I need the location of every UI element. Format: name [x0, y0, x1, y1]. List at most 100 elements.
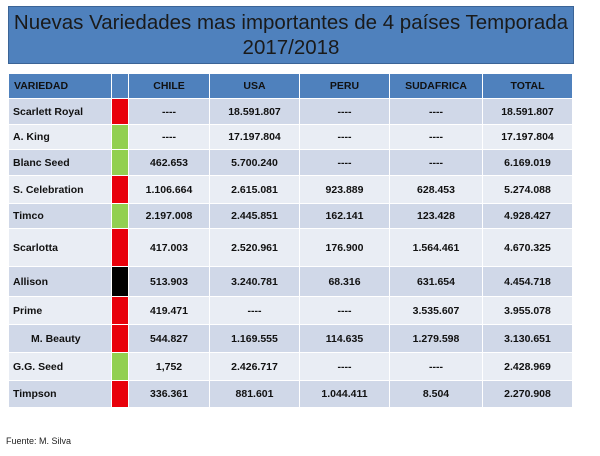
header-sudafrica: SUDAFRICA	[389, 73, 483, 99]
table-row: Prime 419.471 ---- ---- 3.535.607 3.955.078	[8, 296, 573, 325]
cell-total: 2.270.908	[482, 380, 573, 408]
cell-sudafrica: 631.654	[389, 266, 483, 297]
cell-peru: 162.141	[299, 203, 390, 229]
cell-usa: 2.426.717	[209, 352, 300, 381]
header-total: TOTAL	[482, 73, 573, 99]
header-row: VARIEDAD CHILE USA PERU SUDAFRICA TOTAL	[8, 73, 573, 99]
variety-name: Scarlotta	[8, 228, 112, 267]
cell-peru: ----	[299, 296, 390, 325]
cell-peru: 176.900	[299, 228, 390, 267]
color-swatch	[111, 352, 129, 381]
cell-total: 3.955.078	[482, 296, 573, 325]
variety-name: M. Beauty	[8, 324, 112, 353]
cell-peru: ----	[299, 124, 390, 150]
cell-usa: 2.520.961	[209, 228, 300, 267]
color-swatch	[111, 149, 129, 176]
cell-usa: 17.197.804	[209, 124, 300, 150]
cell-usa: ----	[209, 296, 300, 325]
variety-name: G.G. Seed	[8, 352, 112, 381]
cell-chile: 336.361	[128, 380, 210, 408]
cell-sudafrica: 628.453	[389, 175, 483, 204]
variety-name: Prime	[8, 296, 112, 325]
cell-peru: 1.044.411	[299, 380, 390, 408]
header-usa: USA	[209, 73, 300, 99]
cell-total: 4.670.325	[482, 228, 573, 267]
cell-chile: 544.827	[128, 324, 210, 353]
cell-chile: 419.471	[128, 296, 210, 325]
table-row: Allison 513.903 3.240.781 68.316 631.654 4.45…	[8, 266, 573, 297]
cell-usa: 1.169.555	[209, 324, 300, 353]
color-swatch	[111, 266, 129, 297]
cell-usa: 3.240.781	[209, 266, 300, 297]
table-row: S. Celebration 1.106.664 2.615.081 923.889 6…	[8, 175, 573, 204]
variety-name: Allison	[8, 266, 112, 297]
table-row: A. King ---- 17.197.804 ---- ---- 17.197.804	[8, 124, 573, 150]
source-note: Fuente: M. Silva	[6, 436, 72, 446]
variety-name: S. Celebration	[8, 175, 112, 204]
cell-total: 4.454.718	[482, 266, 573, 297]
table-row: Scarlett Royal ---- 18.591.807 ---- ---- 18.5…	[8, 98, 573, 125]
title-banner: Nuevas Variedades mas importantes de 4 p…	[8, 6, 574, 64]
cell-usa: 2.615.081	[209, 175, 300, 204]
header-peru: PERU	[299, 73, 390, 99]
header-color	[111, 73, 129, 99]
cell-chile: ----	[128, 124, 210, 150]
cell-sudafrica: ----	[389, 352, 483, 381]
table-row: G.G. Seed 1,752 2.426.717 ---- ---- 2.428.969	[8, 352, 573, 381]
cell-chile: 513.903	[128, 266, 210, 297]
title-line-2: 2017/2018	[242, 36, 340, 59]
cell-chile: 1.106.664	[128, 175, 210, 204]
table-row: Timco 2.197.008 2.445.851 162.141 123.428 4.9…	[8, 203, 573, 229]
title-line-1: Nuevas Variedades mas importantes de 4 p…	[13, 11, 569, 34]
cell-peru: 68.316	[299, 266, 390, 297]
variety-name: A. King	[8, 124, 112, 150]
color-swatch	[111, 324, 129, 353]
cell-total: 4.928.427	[482, 203, 573, 229]
cell-peru: 114.635	[299, 324, 390, 353]
cell-chile: 2.197.008	[128, 203, 210, 229]
variety-name: Blanc Seed	[8, 149, 112, 176]
cell-chile: 462.653	[128, 149, 210, 176]
cell-sudafrica: 1.564.461	[389, 228, 483, 267]
cell-usa: 2.445.851	[209, 203, 300, 229]
cell-sudafrica: 123.428	[389, 203, 483, 229]
cell-chile: 417.003	[128, 228, 210, 267]
cell-sudafrica: ----	[389, 149, 483, 176]
color-swatch	[111, 228, 129, 267]
cell-sudafrica: 1.279.598	[389, 324, 483, 353]
cell-total: 6.169.019	[482, 149, 573, 176]
variety-name: Timco	[8, 203, 112, 229]
cell-sudafrica: ----	[389, 98, 483, 125]
varieties-table: VARIEDAD CHILE USA PERU SUDAFRICA TOTAL …	[8, 73, 573, 408]
cell-total: 18.591.807	[482, 98, 573, 125]
cell-sudafrica: ----	[389, 124, 483, 150]
cell-sudafrica: 8.504	[389, 380, 483, 408]
table-row: Blanc Seed 462.653 5.700.240 ---- ---- 6.169.…	[8, 149, 573, 176]
cell-total: 2.428.969	[482, 352, 573, 381]
color-swatch	[111, 203, 129, 229]
color-swatch	[111, 296, 129, 325]
variety-name: Timpson	[8, 380, 112, 408]
cell-chile: 1,752	[128, 352, 210, 381]
variety-name: Scarlett Royal	[8, 98, 112, 125]
cell-peru: 923.889	[299, 175, 390, 204]
color-swatch	[111, 175, 129, 204]
cell-total: 3.130.651	[482, 324, 573, 353]
cell-total: 5.274.088	[482, 175, 573, 204]
cell-total: 17.197.804	[482, 124, 573, 150]
table-row: Timpson 336.361 881.601 1.044.411 8.504 2.270…	[8, 380, 573, 408]
header-variedad: VARIEDAD	[8, 73, 112, 99]
color-swatch	[111, 98, 129, 125]
cell-usa: 5.700.240	[209, 149, 300, 176]
table-row: M. Beauty 544.827 1.169.555 114.635 1.279.59…	[8, 324, 573, 353]
cell-usa: 18.591.807	[209, 98, 300, 125]
cell-chile: ----	[128, 98, 210, 125]
cell-peru: ----	[299, 149, 390, 176]
cell-sudafrica: 3.535.607	[389, 296, 483, 325]
cell-usa: 881.601	[209, 380, 300, 408]
header-chile: CHILE	[128, 73, 210, 99]
color-swatch	[111, 124, 129, 150]
cell-peru: ----	[299, 352, 390, 381]
color-swatch	[111, 380, 129, 408]
table-row: Scarlotta 417.003 2.520.961 176.900 1.564.46…	[8, 228, 573, 267]
